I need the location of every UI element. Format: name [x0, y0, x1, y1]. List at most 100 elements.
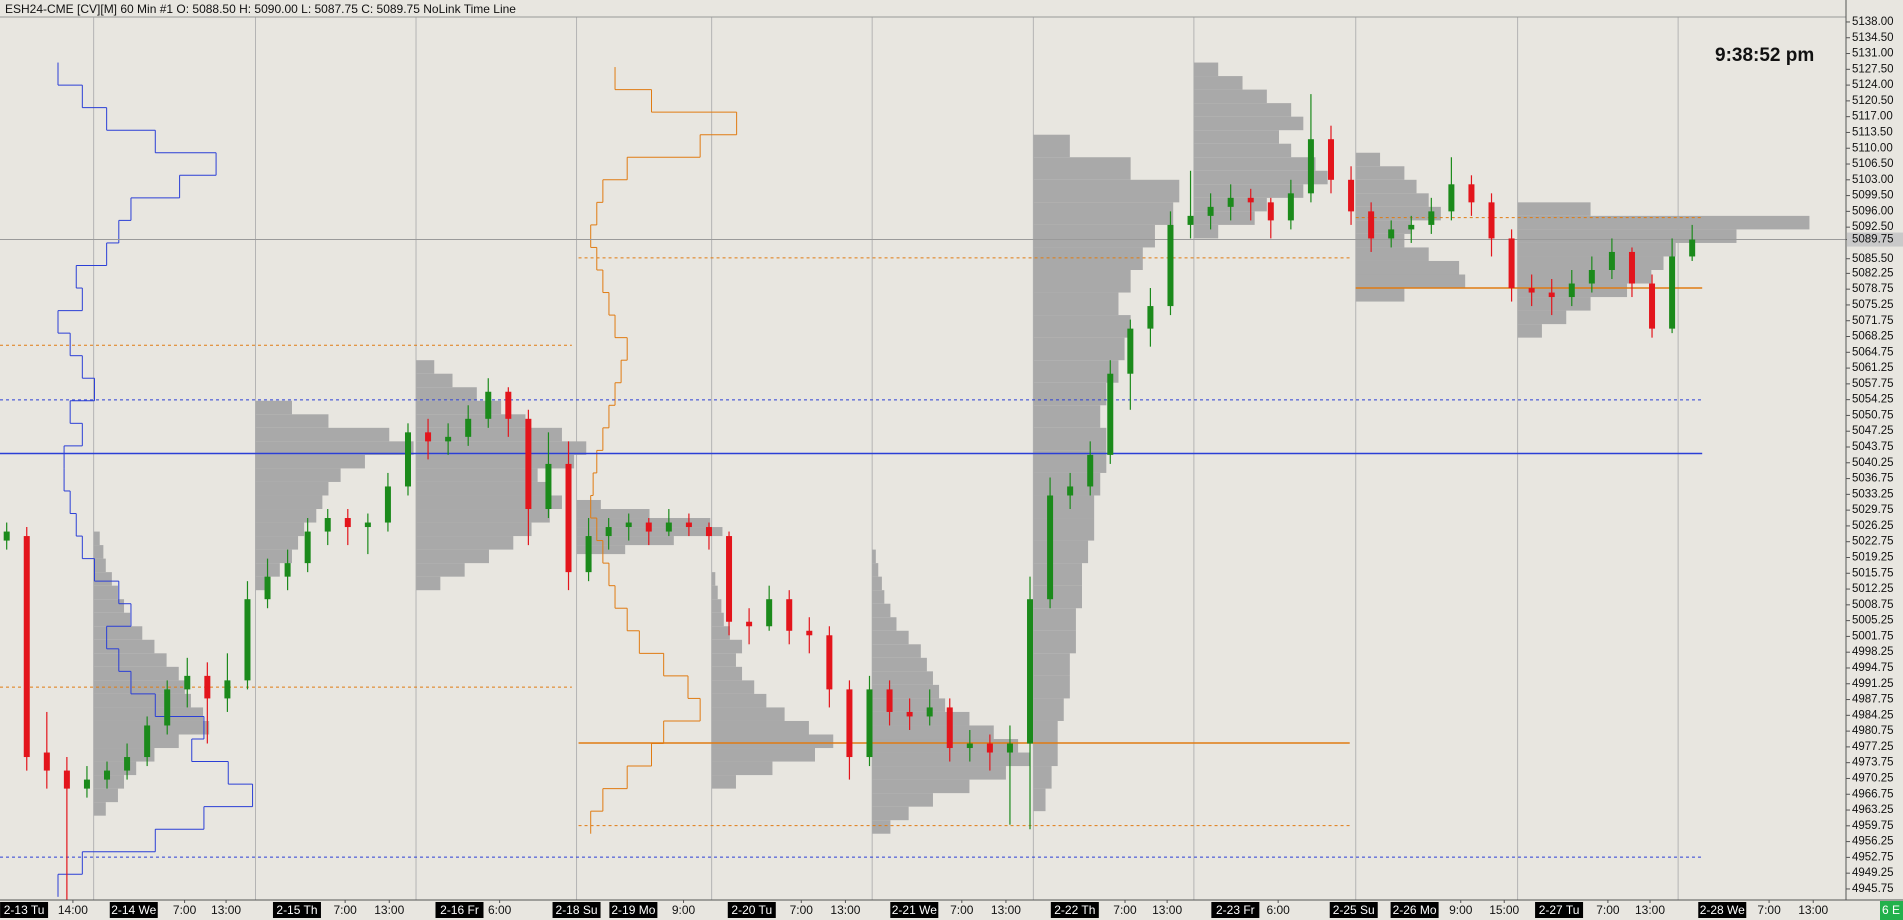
y-tick-label: 5120.50 [1852, 95, 1894, 107]
y-tick-label: 5061.25 [1852, 362, 1894, 374]
candle-body [1628, 251, 1635, 284]
y-tick-label: 4956.25 [1852, 836, 1894, 848]
candle-body [1327, 139, 1334, 180]
candle-body [1368, 211, 1375, 239]
candle-body [1608, 251, 1615, 270]
y-tick-label: 5057.75 [1852, 378, 1894, 390]
volume-profile-bar [93, 707, 204, 721]
x-tick-label: 6:00 [488, 903, 512, 917]
candle-body [124, 757, 131, 771]
volume-profile-bar [1517, 297, 1591, 311]
candle-body [465, 418, 472, 437]
candle-body [1588, 269, 1595, 284]
volume-profile-bar [416, 373, 453, 388]
volume-profile-bar [416, 576, 441, 591]
volume-profile-bar [1517, 324, 1542, 338]
volume-profile-bar [576, 509, 650, 519]
y-tick-label: 5064.75 [1852, 346, 1894, 358]
y-tick-label: 5089.75 [1852, 234, 1894, 246]
y-tick-label: 5092.50 [1852, 221, 1894, 233]
candle-body [184, 675, 191, 690]
day-label-box [1698, 902, 1747, 918]
candle-body [1087, 454, 1094, 487]
day-label-box [272, 902, 321, 918]
volume-profile-bar [872, 657, 927, 672]
volume-profile-bar [1033, 202, 1174, 225]
y-tick-label: 4959.75 [1852, 820, 1894, 832]
candle-body [324, 518, 331, 532]
candle-body [1408, 224, 1415, 230]
plot-area [0, 17, 1846, 902]
volume-profile-bar [872, 617, 897, 631]
y-tick-label: 5054.25 [1852, 394, 1894, 406]
volume-profile-bar [1193, 62, 1219, 77]
volume-profile-bar [1193, 130, 1280, 144]
volume-profile-bar [1033, 427, 1107, 451]
candle-body [1669, 256, 1676, 329]
y-tick-label: 5113.50 [1852, 126, 1893, 138]
volume-profile-bar [93, 720, 210, 735]
volume-profile-bar [1517, 256, 1664, 270]
candle-body [986, 743, 993, 753]
candle-body [1047, 495, 1054, 600]
candle-body [1528, 288, 1535, 293]
candle-body [23, 536, 30, 758]
volume-profile-bar [1033, 224, 1155, 248]
day-label-box [1390, 902, 1439, 918]
volume-profile-bar [255, 454, 365, 469]
y-tick-label: 5005.25 [1852, 615, 1894, 627]
x-tick-label: 2-26 Mo [1393, 903, 1437, 917]
volume-profile-bar [93, 666, 179, 681]
day-label-box [435, 902, 484, 918]
volume-profile-bar [416, 400, 502, 415]
x-tick-label: 7:00 [1113, 903, 1137, 917]
candle-body [1488, 202, 1495, 239]
candle-body [846, 689, 853, 758]
x-tick-label: 15:00 [1489, 903, 1519, 917]
x-tick-label: 7:00 [950, 903, 974, 917]
volume-profile-bar [872, 590, 885, 604]
day-label-box [1535, 902, 1584, 918]
volume-profile-bar [1193, 211, 1255, 225]
volume-profile-bar [255, 536, 299, 550]
candle-body [164, 689, 171, 726]
x-tick-label: 13:00 [830, 903, 860, 917]
volume-profile-bar [1033, 675, 1070, 699]
volume-profile-bar [416, 481, 550, 496]
volume-profile-bar [1193, 89, 1267, 104]
y-tick-label: 5127.50 [1852, 63, 1894, 75]
volume-profile-bar [872, 576, 882, 591]
y-tick-label: 5082.25 [1852, 267, 1894, 279]
x-tick-label: 7:00 [790, 903, 814, 917]
candle-body [3, 531, 10, 541]
x-tick-label: 2-23 Fr [1216, 903, 1255, 917]
volume-profile-bar [93, 626, 143, 640]
volume-profile-bar [1517, 269, 1652, 284]
volume-profile-bar [93, 639, 155, 654]
volume-profile-bar [93, 531, 100, 546]
volume-profile-bar [576, 536, 674, 546]
day-label-box [1050, 902, 1099, 918]
candle-body [886, 689, 893, 712]
volume-profile-bar [1033, 157, 1131, 180]
candle-body [1468, 184, 1475, 203]
volume-profile-bar [416, 495, 562, 510]
volume-profile-bar [93, 558, 106, 573]
y-tick-label: 4963.25 [1852, 804, 1894, 816]
candle-body [1247, 197, 1254, 203]
volume-profile-bar [872, 766, 1006, 780]
volume-profile-bar [1193, 103, 1292, 117]
volume-profile-bar [711, 748, 816, 762]
x-tick-label: 9:00 [1449, 903, 1473, 917]
volume-profile-bar [416, 509, 550, 523]
candle-body [1348, 179, 1355, 212]
y-tick-label: 4977.25 [1852, 741, 1894, 753]
candle-body [786, 599, 793, 631]
y-tick-label: 4949.25 [1852, 867, 1894, 879]
y-tick-label: 5131.00 [1852, 48, 1894, 60]
volume-profile-bar [255, 427, 390, 442]
volume-profile-bar [93, 585, 118, 600]
candle-body [1006, 743, 1013, 753]
y-tick-label: 5050.75 [1852, 409, 1894, 421]
